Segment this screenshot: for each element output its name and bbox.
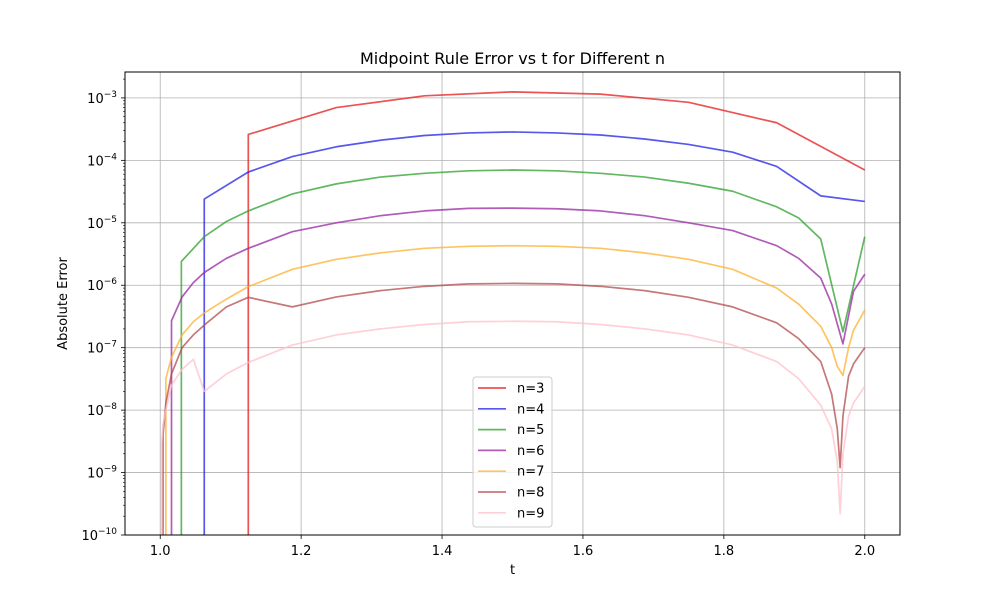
legend-label: n=9 [517, 506, 544, 521]
y-axis-label: Absolute Error [56, 257, 71, 350]
x-tick-label: 2.0 [854, 544, 875, 559]
x-axis-label: t [510, 563, 515, 578]
series-line-n3 [247, 91, 866, 535]
y-tick-label: 10−4 [87, 152, 117, 169]
series-line-n9 [160, 320, 866, 535]
x-tick-label: 1.4 [432, 544, 453, 559]
x-tick-label: 1.8 [714, 544, 735, 559]
y-tick-exponent: −7 [104, 340, 117, 350]
series-line-n5 [180, 169, 866, 535]
y-tick-exponent: −8 [104, 402, 118, 412]
y-tick-exponent: −3 [104, 90, 117, 100]
x-tick-label: 1.2 [291, 544, 312, 559]
y-tick-exponent: −10 [98, 527, 117, 537]
series-line-n4 [203, 131, 865, 535]
chart-title: Midpoint Rule Error vs t for Different n [360, 49, 665, 68]
series-lines [160, 91, 866, 535]
series-line-n6 [170, 207, 866, 535]
legend-label: n=5 [517, 423, 544, 438]
legend: n=3 n=4 n=5 n=6 n=7 n=8 n=9 [472, 376, 553, 528]
y-tick-base: 10 [81, 529, 98, 544]
y-tick-label: 10−8 [87, 402, 117, 419]
y-tick-base: 10 [87, 467, 104, 482]
legend-label: n=3 [517, 382, 544, 397]
y-tick-label: 10−9 [87, 465, 117, 482]
y-tick-label: 10−6 [87, 277, 117, 294]
y-tick-label: 10−3 [87, 90, 117, 107]
y-tick-base: 10 [87, 342, 104, 357]
y-tick-exponent: −4 [104, 152, 118, 162]
y-tick-exponent: −9 [104, 465, 118, 475]
plot-frame [124, 71, 901, 536]
y-tick-exponent: −5 [104, 215, 117, 225]
y-tick-label: 10−5 [87, 215, 117, 232]
legend-box [472, 376, 553, 528]
y-tick-base: 10 [87, 404, 104, 419]
y-tick-label: 10−10 [81, 527, 117, 544]
x-tick-label: 1.0 [150, 544, 171, 559]
y-tick-base: 10 [87, 154, 104, 169]
series-line-n7 [165, 244, 866, 535]
y-tick-exponent: −6 [104, 277, 118, 287]
x-axis-ticks: 1.0 1.2 1.4 1.6 1.8 2.0 [150, 535, 875, 559]
legend-label: n=4 [517, 402, 544, 417]
y-tick-label: 10−7 [87, 340, 117, 357]
series-line-n8 [162, 282, 866, 535]
legend-label: n=7 [517, 465, 544, 480]
legend-label: n=6 [517, 444, 544, 459]
legend-label: n=8 [517, 486, 544, 501]
x-tick-label: 1.6 [573, 544, 594, 559]
y-tick-base: 10 [87, 92, 104, 107]
y-tick-base: 10 [87, 217, 104, 232]
y-tick-base: 10 [87, 279, 104, 294]
